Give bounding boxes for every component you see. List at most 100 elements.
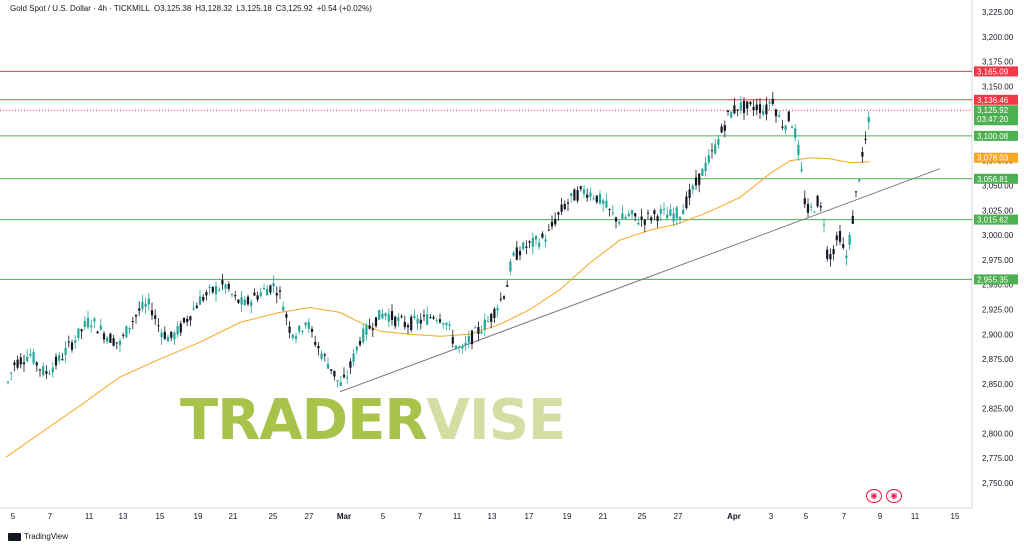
candle-body (864, 138, 867, 140)
candle-body (406, 325, 410, 328)
level-label: 3,136.46 (977, 96, 1009, 105)
y-tick-label: 3,225.00 (982, 8, 1014, 17)
candle-body (195, 305, 198, 309)
candle-body (403, 321, 406, 328)
candle-body (419, 319, 422, 324)
ma-label-bg (974, 152, 1018, 163)
candle-body (749, 102, 752, 105)
x-tick-label: 7 (842, 512, 847, 521)
candle-body (275, 293, 278, 296)
candle-body (365, 325, 368, 335)
candle-body (672, 213, 675, 222)
candle-body (307, 321, 310, 329)
tradervise-watermark: TRADERVISE (180, 388, 566, 453)
y-tick-label: 2,950.00 (982, 281, 1014, 290)
open-value: O3,125.38 (153, 4, 192, 13)
candle-body (384, 313, 387, 317)
candle-body (288, 326, 291, 333)
high-value: H3,128.32 (195, 4, 233, 13)
candle-body (83, 321, 86, 327)
candle-body (413, 315, 416, 318)
candle-body (778, 115, 781, 117)
candle-body (45, 371, 48, 374)
candle-body (208, 286, 211, 288)
candle-body (774, 109, 778, 117)
x-tick-label: Apr (727, 512, 741, 521)
us-flag-icon[interactable]: ◉ (866, 489, 882, 503)
candle-body (509, 261, 512, 272)
candle-body (362, 328, 365, 343)
low-value: L3,125.18 (236, 4, 272, 13)
tradingview-logo-icon (8, 532, 21, 541)
candle-body (186, 318, 189, 323)
y-tick-label: 3,150.00 (982, 82, 1014, 91)
candle-body (64, 347, 67, 355)
level-label: 2,955.35 (977, 275, 1009, 284)
candle-body (554, 219, 557, 225)
candle-body (605, 200, 608, 208)
candle-body (102, 333, 106, 340)
candle-body (176, 326, 179, 335)
candle-body (701, 168, 704, 176)
candle-body (522, 242, 525, 250)
candle-body (816, 195, 819, 207)
candle-body (570, 193, 573, 196)
y-tick-label: 3,025.00 (982, 206, 1014, 215)
y-tick-label: 3,000.00 (982, 231, 1014, 240)
candle-body (813, 211, 816, 213)
candle-body (218, 289, 221, 291)
candle-body (794, 128, 797, 138)
candle-body (29, 353, 32, 356)
candle-body (125, 326, 128, 338)
candle-body (381, 313, 384, 319)
candle-body (333, 370, 336, 377)
candle-body (118, 340, 122, 345)
candle-body (278, 290, 282, 292)
tradingview-footer[interactable]: TradingView (8, 532, 68, 541)
candle-body (787, 111, 790, 122)
candle-body (851, 215, 854, 224)
trendline (339, 168, 941, 393)
candle-body (595, 195, 598, 203)
candle-body (141, 301, 144, 309)
candle-body (451, 336, 454, 344)
candle-body (166, 336, 170, 342)
candle-body (134, 315, 138, 317)
symbol-title[interactable]: Gold Spot / U.S. Dollar · 4h · TICKMILL (10, 4, 150, 13)
x-tick-label: 19 (194, 512, 203, 521)
candle-body (67, 341, 70, 343)
candle-body (390, 311, 394, 321)
candle-body (627, 213, 630, 217)
candle-body (234, 295, 237, 297)
candle-body (400, 316, 403, 318)
candle-body (346, 377, 349, 379)
candle-body (224, 284, 227, 289)
y-tick-label: 3,050.00 (982, 182, 1014, 191)
us-flag-icon[interactable]: ◉ (886, 489, 902, 503)
countdown-label: 03:47:20 (977, 115, 1009, 124)
candle-body (694, 177, 698, 186)
candle-body (122, 334, 125, 336)
level-label-bg (974, 173, 1018, 184)
x-tick-label: 5 (11, 512, 16, 521)
candle-body (394, 316, 397, 327)
candle-body (131, 321, 134, 323)
candle-body (506, 285, 509, 287)
y-tick-label: 2,900.00 (982, 330, 1014, 339)
candle-body (515, 247, 518, 260)
candle-body (339, 382, 342, 386)
candle-body (61, 359, 64, 361)
candle-body (147, 298, 150, 305)
candle-body (525, 246, 528, 249)
candle-body (474, 327, 477, 329)
x-tick-label: 7 (418, 512, 423, 521)
candle-body (717, 138, 720, 145)
candle-body (621, 213, 624, 219)
candle-body (752, 106, 755, 111)
candle-body (336, 380, 339, 382)
candle-body (86, 317, 90, 328)
candle-body (304, 322, 307, 326)
candle-body (765, 104, 768, 115)
candle-body (454, 345, 458, 349)
